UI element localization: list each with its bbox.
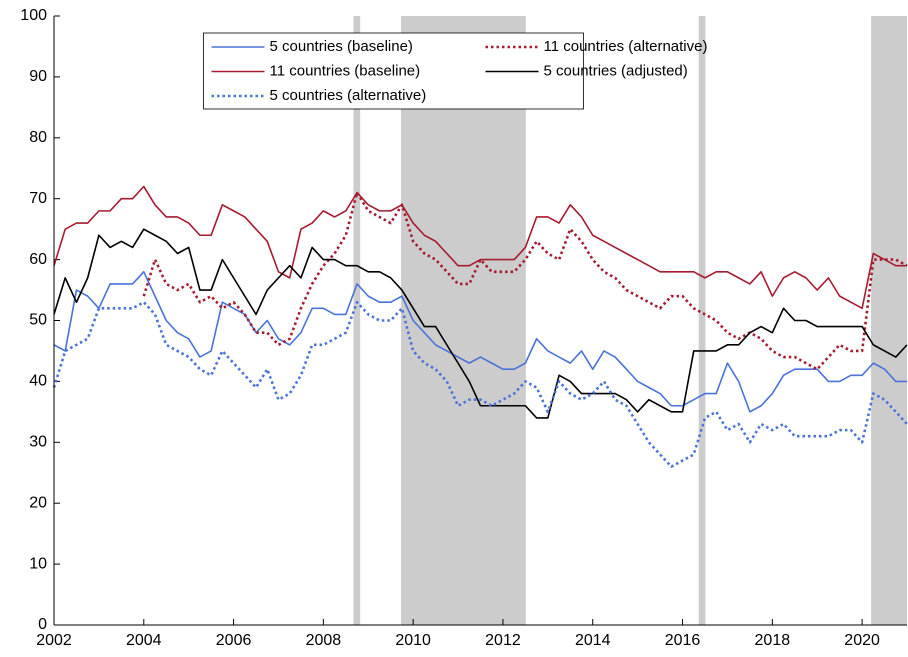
y-tick-label: 20: [29, 494, 47, 511]
x-tick-label: 2004: [126, 632, 162, 649]
y-tick-label: 70: [29, 190, 47, 207]
x-tick-label: 2020: [844, 632, 880, 649]
y-tick-label: 100: [20, 7, 47, 24]
shaded-region: [871, 16, 907, 625]
series-line: [53, 270, 907, 413]
x-tick-label: 2010: [395, 632, 431, 649]
y-tick-label: 40: [29, 373, 47, 390]
x-tick-label: 2006: [216, 632, 252, 649]
x-tick-label: 2016: [665, 632, 701, 649]
x-tick-label: 2008: [306, 632, 342, 649]
legend-label: 11 countries (baseline): [270, 62, 421, 79]
shaded-region: [401, 16, 526, 625]
shaded-region: [353, 16, 361, 625]
legend-label: 5 countries (alternative): [270, 87, 427, 104]
legend: 5 countries (baseline) 11 countries (alte…: [203, 32, 708, 110]
series-line: [53, 228, 908, 419]
x-tick-label: 2014: [575, 632, 611, 649]
x-tick-label: 2002: [36, 632, 72, 649]
legend-label: 11 countries (alternative): [544, 38, 708, 55]
legend-label: 5 countries (baseline): [270, 38, 413, 55]
x-tick-label: 2012: [485, 632, 521, 649]
shaded-region: [698, 16, 706, 625]
y-tick-label: 10: [29, 555, 47, 572]
y-tick-label: 90: [29, 68, 47, 85]
y-tick-label: 60: [29, 251, 47, 268]
x-tick-label: 2018: [755, 632, 791, 649]
series-line: [52, 300, 908, 468]
y-tick-label: 30: [29, 434, 47, 451]
series-line: [142, 191, 908, 371]
y-tick-label: 80: [29, 129, 47, 146]
legend-label: 5 countries (adjusted): [544, 62, 688, 79]
y-tick-label: 0: [38, 616, 47, 633]
y-tick-label: 50: [29, 312, 47, 329]
series-line: [53, 185, 907, 310]
